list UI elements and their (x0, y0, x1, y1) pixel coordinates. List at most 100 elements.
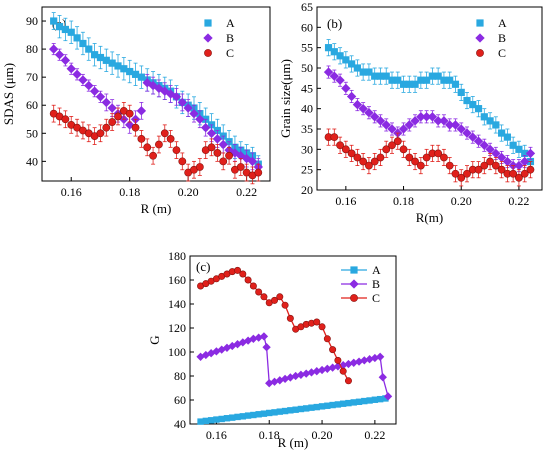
y-tick-label: 100 (168, 345, 186, 359)
data-point (352, 99, 363, 110)
legend-marker (204, 49, 212, 57)
data-point (405, 80, 413, 88)
data-point (195, 163, 204, 171)
data-point (166, 135, 175, 143)
data-point (102, 123, 111, 132)
data-point (107, 103, 117, 113)
data-point (318, 403, 326, 410)
data-point (334, 356, 342, 364)
data-point (55, 23, 64, 31)
data-point (287, 407, 294, 414)
data-point (206, 349, 216, 358)
data-point (114, 112, 122, 121)
data-point (126, 67, 134, 76)
data-point (417, 76, 425, 84)
data-point (335, 75, 345, 85)
data-point (492, 121, 500, 129)
data-point (177, 97, 187, 108)
data-point (172, 146, 181, 155)
data-point (382, 395, 389, 402)
data-point (358, 103, 368, 114)
data-point (498, 129, 506, 137)
data-point (365, 68, 373, 76)
data-point (148, 80, 158, 91)
legend-item-C: C (204, 46, 234, 60)
data-point (398, 124, 409, 134)
data-point (131, 123, 140, 132)
data-point (241, 153, 252, 164)
legend-item-C: C (341, 291, 380, 305)
y-axis-label: G (147, 335, 162, 344)
data-point (375, 116, 386, 126)
x-tick-label: 0.22 (508, 194, 529, 208)
data-point (445, 161, 454, 170)
series-C (49, 102, 263, 185)
y-tick-label: 70 (26, 70, 38, 84)
data-point (416, 112, 426, 122)
data-point (446, 76, 454, 84)
data-point (387, 124, 397, 134)
data-point (255, 288, 263, 296)
data-point (350, 399, 357, 406)
data-point (503, 133, 511, 141)
data-point (201, 122, 211, 133)
data-point (375, 352, 385, 361)
y-tick-label: 160 (168, 273, 186, 287)
data-point (202, 417, 210, 425)
data-point (276, 408, 283, 415)
series-A (324, 39, 535, 171)
data-point (496, 152, 507, 163)
data-point (345, 399, 352, 407)
data-point (280, 374, 290, 384)
data-point (456, 124, 466, 134)
data-point (341, 83, 351, 94)
data-point (323, 335, 331, 343)
legend-item-B: B (203, 31, 234, 45)
data-point (469, 101, 477, 109)
data-point (336, 52, 344, 60)
data-point (79, 39, 87, 48)
data-point (91, 51, 99, 59)
y-axis-label: SDAS (μm) (1, 63, 16, 125)
data-point (102, 56, 110, 64)
data-point (125, 120, 135, 130)
y-tick-label: 45 (301, 81, 313, 95)
data-point (49, 44, 59, 54)
plot-frame (41, 6, 271, 182)
data-point (450, 120, 461, 130)
data-point (239, 413, 247, 420)
data-point (342, 56, 350, 64)
data-point (212, 134, 223, 144)
legend-marker (349, 279, 359, 289)
data-point (329, 401, 336, 409)
data-point (207, 417, 215, 424)
data-point (361, 397, 368, 405)
legend-label: A (226, 16, 235, 30)
data-point (341, 145, 350, 154)
data-point (265, 379, 274, 388)
legend-marker (350, 266, 358, 274)
x-tick-label: 0.18 (119, 185, 140, 199)
y-tick-label: 55 (301, 41, 313, 55)
x-axis-label: R(m) (416, 210, 443, 225)
y-axis-label: Grain size(μm) (278, 59, 293, 138)
data-point (254, 168, 263, 177)
data-point (131, 70, 140, 78)
data-point (50, 17, 58, 25)
legend-item-A: A (476, 16, 507, 30)
data-point (281, 301, 289, 309)
data-point (378, 373, 387, 382)
data-point (67, 28, 75, 36)
data-point (137, 135, 146, 143)
data-point (416, 161, 425, 170)
data-point (160, 129, 169, 138)
data-point (218, 139, 228, 150)
data-point (346, 91, 357, 102)
legend-marker (203, 33, 213, 43)
series-C (324, 128, 535, 187)
data-point (366, 397, 373, 404)
data-point (474, 105, 483, 113)
data-point (61, 115, 70, 124)
series-line (200, 269, 350, 382)
series-B (196, 332, 393, 401)
